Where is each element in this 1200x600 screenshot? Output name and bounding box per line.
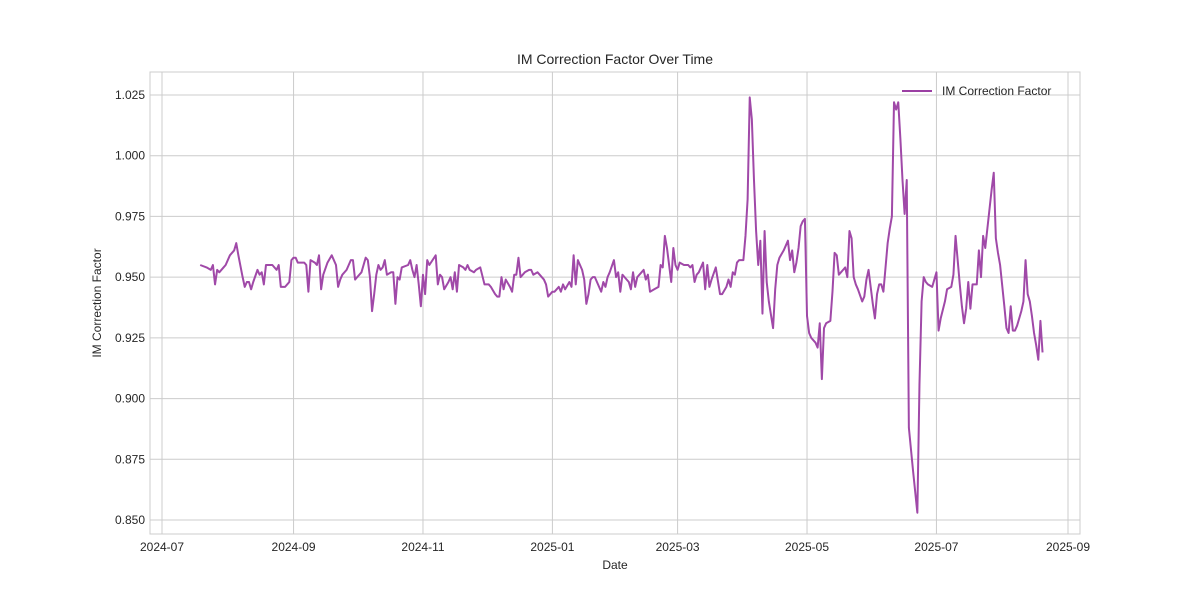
x-tick-label: 2025-09 [1046,540,1090,554]
plot-frame [149,71,1081,535]
y-tick-label: 0.850 [115,513,145,527]
legend-label: IM Correction Factor [942,84,1051,98]
x-axis-ticks: 2024-07 2024-09 2024-11 2025-01 2025-03 2025-… [140,540,1090,554]
x-tick-label: 2024-11 [401,540,444,554]
y-tick-label: 0.950 [115,270,145,284]
x-tick-label: 2025-07 [914,540,958,554]
y-axis-title: IM Correction Factor [90,248,104,357]
series-layer [199,96,1044,514]
x-tick-label: 2025-01 [530,540,574,554]
plot-background [150,72,1080,534]
x-tick-label: 2025-05 [785,540,829,554]
series-line [199,96,1044,514]
chart-title: IM Correction Factor Over Time [517,51,713,67]
y-tick-label: 0.925 [115,331,145,345]
x-axis-title: Date [602,558,628,572]
y-tick-label: 1.000 [115,149,145,163]
y-tick-label: 0.975 [115,209,145,223]
y-tick-label: 0.875 [115,452,145,466]
y-tick-label: 1.025 [115,88,145,102]
legend: IM Correction Factor [902,84,1051,98]
y-axis-ticks: 0.850 0.875 0.900 0.925 0.950 0.975 1.000 1.025 [115,88,145,527]
x-tick-label: 2024-09 [272,540,316,554]
x-tick-label: 2025-03 [656,540,700,554]
x-tick-label: 2024-07 [140,540,184,554]
y-tick-label: 0.900 [115,392,145,406]
